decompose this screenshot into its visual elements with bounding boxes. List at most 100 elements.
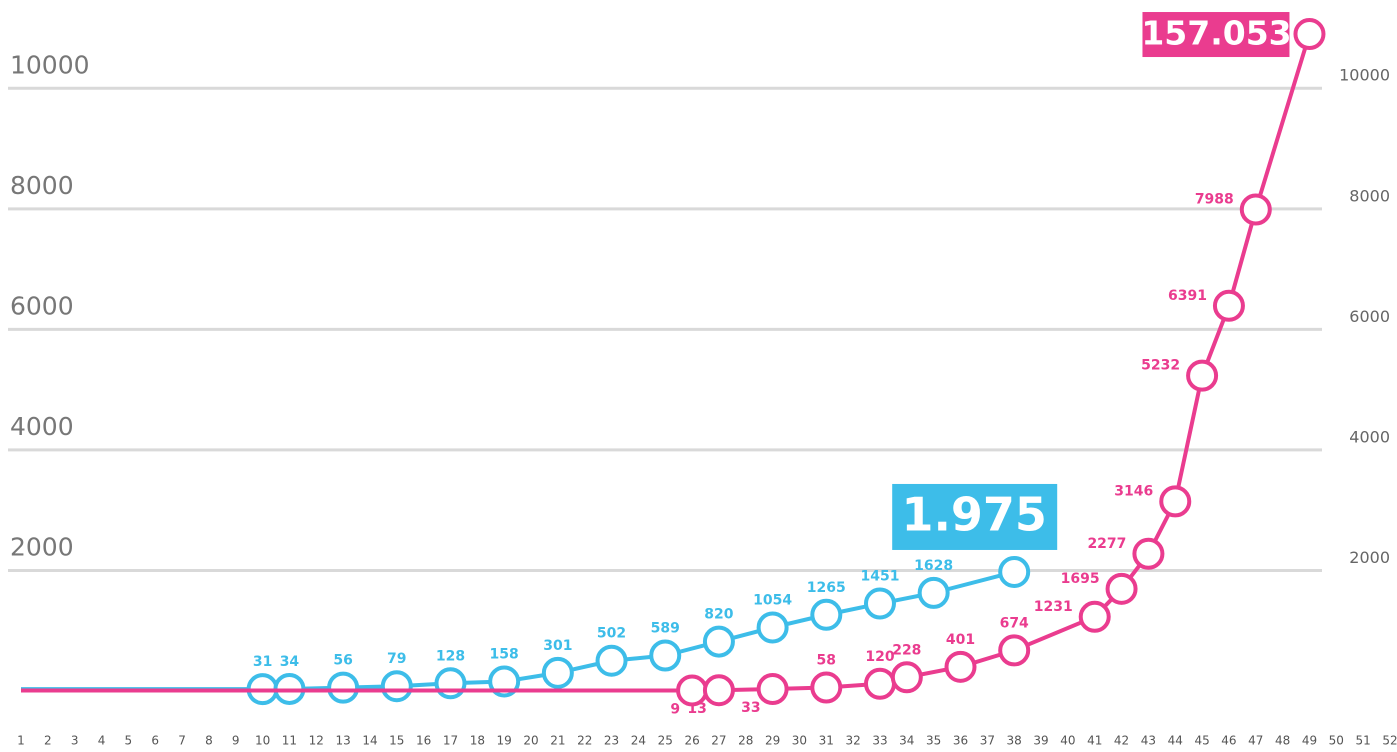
y2-tick-label: 4000 xyxy=(1349,427,1390,446)
annotation: 157.053 xyxy=(1141,14,1291,53)
point xyxy=(327,671,360,704)
point xyxy=(541,656,574,689)
value-label: 6391 xyxy=(1168,288,1207,304)
x-tick-label: 45 xyxy=(1194,734,1209,748)
y2-tick-label: 8000 xyxy=(1349,186,1390,205)
point xyxy=(863,587,896,620)
x-tick-label: 5 xyxy=(125,734,133,748)
x-tick-label: 35 xyxy=(926,734,941,748)
point xyxy=(702,625,735,658)
x-tick-label: 38 xyxy=(1007,734,1022,748)
x-tick-label: 3 xyxy=(71,734,79,748)
x-tick-label: 28 xyxy=(738,734,753,748)
annotation-box xyxy=(1142,12,1290,58)
point xyxy=(1078,600,1111,633)
value-label: 2277 xyxy=(1087,536,1126,552)
x-tick-label: 15 xyxy=(389,734,404,748)
x-tick-label: 24 xyxy=(631,734,646,748)
x-tick-label: 12 xyxy=(309,734,324,748)
point xyxy=(434,667,467,700)
y-tick-label: 6000 xyxy=(10,291,74,320)
x-tick-label: 2 xyxy=(44,734,52,748)
x-tick-label: 51 xyxy=(1356,734,1371,748)
value-label: 13 xyxy=(687,701,706,717)
annotation: 1.975 xyxy=(901,487,1047,541)
x-tick-label: 46 xyxy=(1221,734,1236,748)
y-tick-label: 2000 xyxy=(10,532,74,561)
point xyxy=(998,555,1031,588)
x-tick-label: 48 xyxy=(1275,734,1290,748)
point xyxy=(649,639,682,672)
value-label: 56 xyxy=(333,653,352,669)
y-tick-label: 8000 xyxy=(10,171,74,200)
value-label: 58 xyxy=(817,653,836,669)
x-tick-label: 6 xyxy=(151,734,159,748)
x-tick-label: 20 xyxy=(523,734,538,748)
point xyxy=(810,671,843,704)
x-tick-label: 33 xyxy=(872,734,887,748)
value-label: 31 xyxy=(253,654,272,670)
value-label: 820 xyxy=(704,607,733,623)
value-label: 1054 xyxy=(753,592,792,608)
x-tick-label: 31 xyxy=(819,734,834,748)
point xyxy=(810,598,843,631)
x-tick-label: 22 xyxy=(577,734,592,748)
point xyxy=(1239,193,1272,226)
value-label: 120 xyxy=(865,649,894,665)
point xyxy=(1293,18,1326,51)
point xyxy=(1132,537,1165,570)
x-tick-label: 52 xyxy=(1382,734,1397,748)
value-label: 1265 xyxy=(807,580,846,596)
point xyxy=(890,661,923,694)
x-tick-label: 37 xyxy=(980,734,995,748)
value-label: 34 xyxy=(280,654,300,670)
x-tick-label: 32 xyxy=(845,734,860,748)
x-tick-label: 39 xyxy=(1033,734,1048,748)
x-tick-label: 11 xyxy=(282,734,297,748)
point xyxy=(944,650,977,683)
point xyxy=(380,670,413,703)
point xyxy=(917,576,950,609)
x-tick-label: 41 xyxy=(1087,734,1102,748)
x-tick-label: 21 xyxy=(550,734,565,748)
point xyxy=(1105,572,1138,605)
x-tick-label: 9 xyxy=(232,734,240,748)
x-tick-label: 4 xyxy=(98,734,106,748)
point xyxy=(1159,485,1192,518)
value-label: 9 xyxy=(670,701,680,717)
x-tick-label: 42 xyxy=(1114,734,1129,748)
x-tick-label: 30 xyxy=(792,734,807,748)
series-line xyxy=(692,33,1312,693)
point xyxy=(756,611,789,644)
value-label: 1451 xyxy=(860,569,899,585)
x-tick-label: 10 xyxy=(255,734,270,748)
value-label: 674 xyxy=(1000,615,1029,631)
value-label: 228 xyxy=(892,642,921,658)
y-tick-label: 4000 xyxy=(10,412,74,441)
x-tick-label: 25 xyxy=(658,734,673,748)
x-tick-label: 50 xyxy=(1329,734,1344,748)
point xyxy=(702,674,735,707)
y-tick-label: 10000 xyxy=(10,50,90,79)
value-label: 401 xyxy=(946,632,975,648)
value-label: 5232 xyxy=(1141,358,1180,374)
point xyxy=(1212,289,1245,322)
point xyxy=(863,667,896,700)
value-label: 158 xyxy=(490,646,519,662)
point xyxy=(998,634,1031,667)
x-tick-label: 1 xyxy=(17,734,25,748)
x-tick-label: 44 xyxy=(1168,734,1183,748)
x-tick-label: 40 xyxy=(1060,734,1075,748)
x-tick-label: 34 xyxy=(899,734,914,748)
value-label: 128 xyxy=(436,648,465,664)
value-label: 589 xyxy=(651,620,680,636)
point xyxy=(595,644,628,677)
y2-tick-label: 10000 xyxy=(1339,66,1390,85)
value-label: 79 xyxy=(387,651,406,667)
x-tick-label: 18 xyxy=(470,734,485,748)
value-label: 7988 xyxy=(1195,192,1234,208)
value-label: 1628 xyxy=(914,558,953,574)
x-tick-label: 13 xyxy=(335,734,350,748)
